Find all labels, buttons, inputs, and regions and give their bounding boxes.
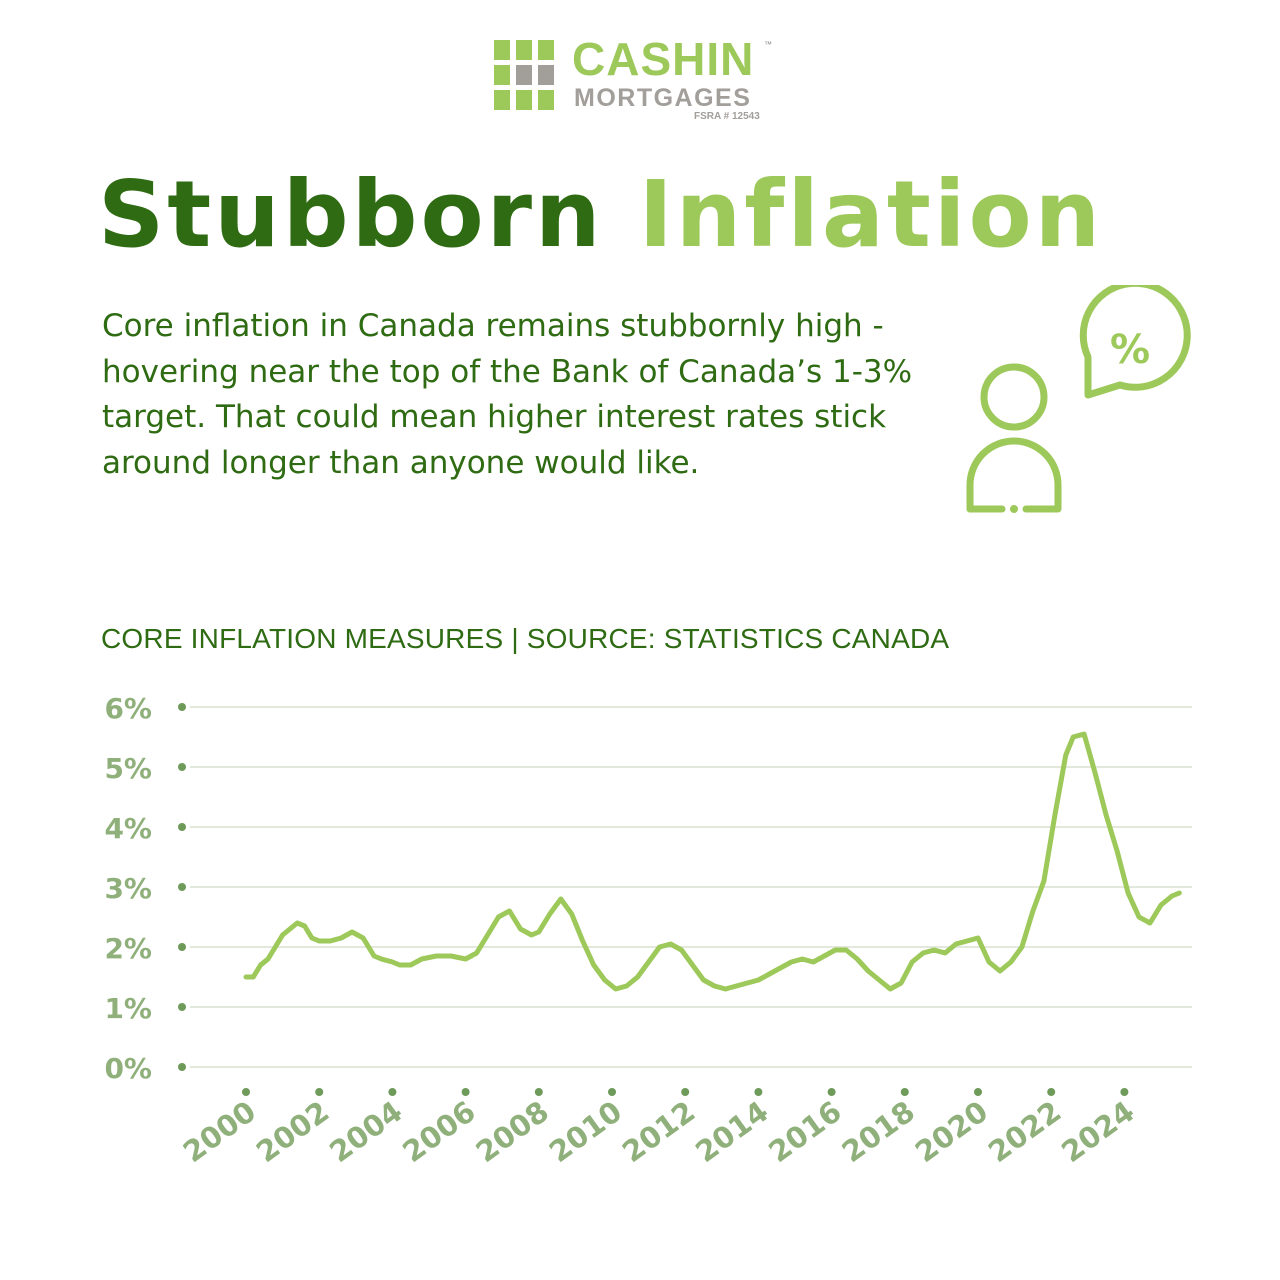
x-tick-dot [461,1088,470,1096]
x-tick-dot [1120,1088,1129,1096]
x-tick-label: 2008 [470,1094,555,1169]
x-tick-label: 2018 [836,1094,921,1169]
license-number: FSRA # 12543 [694,111,760,122]
y-tick-dot [178,883,186,891]
y-tick-label: 1% [104,992,152,1025]
x-tick-label: 2020 [909,1094,994,1169]
y-tick-label: 0% [104,1052,152,1085]
headline-word-2: Inflation [638,161,1104,268]
person-speech-bubble-percent-icon: % [966,285,1191,513]
description: Core inflation in Canada remains stubbor… [102,308,913,481]
brand-logo: CASHIN ™ MORTGAGES FSRA # 12543 [494,33,784,126]
x-tick-label: 2012 [616,1094,701,1169]
x-tick-label: 2022 [982,1094,1067,1169]
x-tick-dot [1047,1088,1056,1096]
core-inflation-line [243,731,1182,992]
x-tick-dot [681,1088,690,1096]
x-tick-label: 2016 [762,1094,847,1169]
percent-symbol: % [1110,327,1150,373]
line-chart: 0%1%2%3%4%5%6% 2000200220042006200820102… [104,692,1192,1169]
x-tick-dot [754,1088,763,1096]
x-tick-dot [900,1088,909,1096]
brand-name: CASHIN [572,33,755,85]
grid-squares-icon [494,40,556,112]
brand-subtitle: MORTGAGES [574,84,752,112]
headline-word-1: Stubborn [98,161,604,268]
x-tick-dot [534,1088,543,1096]
y-tick-dot [178,823,186,831]
x-tick-label: 2024 [1055,1094,1140,1169]
x-tick-dot [388,1088,397,1096]
trademark: ™ [764,40,772,49]
y-tick-label: 4% [104,812,152,845]
x-tick-label: 2004 [323,1094,408,1169]
y-tick-label: 5% [104,752,152,785]
y-tick-label: 2% [104,932,152,965]
x-tick-label: 2002 [250,1094,335,1169]
x-tick-dot [608,1088,616,1096]
y-tick-dot [178,1063,186,1071]
x-tick-dot [974,1088,982,1096]
x-tick-dot [827,1088,836,1096]
chart-source-title: CORE INFLATION MEASURES | SOURCE: STATIS… [101,623,950,654]
y-tick-dot [178,943,186,951]
y-tick-label: 6% [104,692,152,725]
x-tick-dot [242,1088,250,1096]
x-tick-label: 2006 [396,1094,481,1169]
y-tick-dot [178,703,186,711]
headline: Stubborn Inflation [98,160,1198,270]
x-tick-label: 2000 [177,1094,262,1169]
y-tick-dot [178,1003,186,1011]
x-tick-dot [315,1088,324,1096]
x-tick-label: 2010 [543,1094,628,1169]
x-tick-label: 2014 [689,1094,774,1169]
y-tick-label: 3% [104,872,152,905]
y-tick-dot [178,763,186,771]
